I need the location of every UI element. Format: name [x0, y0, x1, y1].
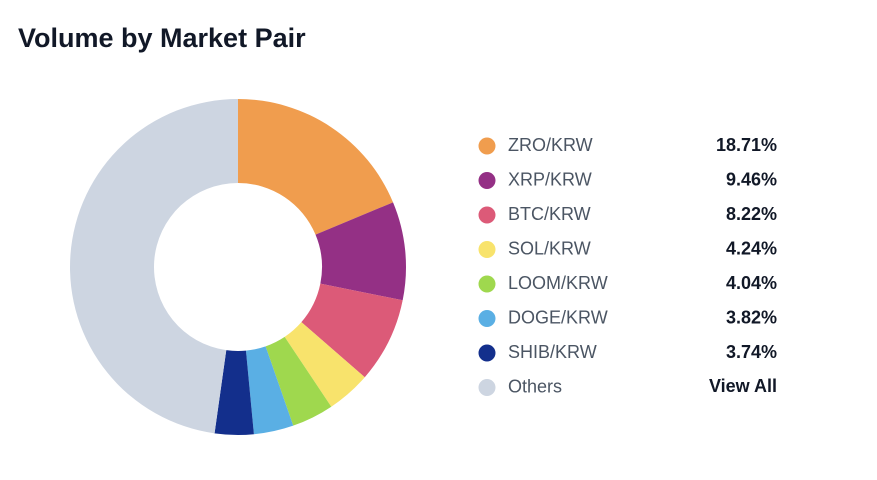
value-label: 3.74%: [726, 342, 777, 362]
legend-label: ZRO/KRW: [508, 135, 593, 155]
chart-title: Volume by Market Pair: [18, 23, 306, 53]
legend-label: Others: [508, 376, 562, 396]
donut-slice: [70, 99, 238, 434]
donut-slice: [214, 350, 254, 436]
legend-swatch: [478, 137, 496, 155]
legend-label: SHIB/KRW: [508, 342, 597, 362]
value-label: 18.71%: [716, 135, 777, 155]
donut-slice: [301, 283, 403, 378]
legend-label: XRP/KRW: [508, 169, 592, 189]
value-label: 4.04%: [726, 273, 777, 293]
view-all-link[interactable]: View All: [709, 376, 777, 396]
value-label: 4.24%: [726, 238, 777, 258]
donut-slice: [265, 336, 332, 426]
donut-slice: [245, 346, 294, 435]
legend-swatch: [478, 344, 496, 362]
legend-swatch: [478, 206, 496, 224]
donut-slice: [238, 99, 394, 235]
legend-swatch: [478, 310, 496, 327]
value-label: 9.46%: [726, 169, 777, 189]
legend-swatch: [478, 379, 496, 396]
legend-swatch: [478, 241, 496, 258]
legend-label: BTC/KRW: [508, 204, 591, 224]
legend-label: DOGE/KRW: [508, 307, 608, 327]
donut-slice: [284, 322, 365, 407]
legend-swatch: [478, 275, 496, 293]
donut-slice: [315, 202, 406, 301]
legend-label: SOL/KRW: [508, 238, 591, 258]
legend-swatch: [478, 172, 496, 189]
legend-label: LOOM/KRW: [508, 273, 608, 293]
value-label: 8.22%: [726, 204, 777, 224]
value-label: 3.82%: [726, 307, 777, 327]
